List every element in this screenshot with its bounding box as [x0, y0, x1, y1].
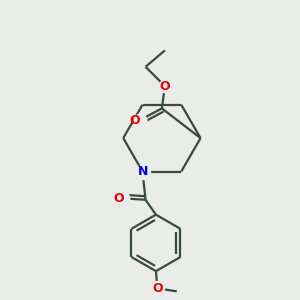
- Text: O: O: [114, 192, 124, 205]
- Text: N: N: [137, 165, 148, 178]
- Text: O: O: [160, 80, 170, 93]
- Text: O: O: [152, 282, 163, 295]
- Text: O: O: [130, 114, 140, 127]
